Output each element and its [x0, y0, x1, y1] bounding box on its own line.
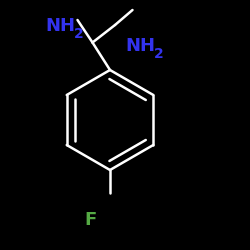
Text: NH: NH: [45, 17, 75, 35]
Text: 2: 2: [74, 27, 84, 41]
Text: NH: NH: [125, 37, 155, 55]
Text: F: F: [84, 211, 96, 229]
Text: 2: 2: [154, 47, 164, 61]
